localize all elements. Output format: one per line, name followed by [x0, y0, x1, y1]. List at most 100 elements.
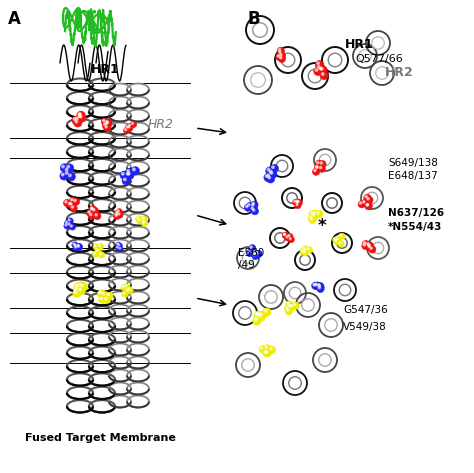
- Circle shape: [92, 251, 99, 257]
- Circle shape: [100, 291, 102, 293]
- Circle shape: [89, 207, 97, 214]
- Circle shape: [319, 160, 326, 168]
- Circle shape: [91, 208, 93, 210]
- Circle shape: [251, 208, 258, 215]
- Circle shape: [248, 204, 250, 206]
- Circle shape: [97, 244, 103, 250]
- Circle shape: [339, 233, 345, 239]
- Circle shape: [364, 242, 366, 244]
- Circle shape: [125, 129, 127, 131]
- Circle shape: [318, 284, 320, 286]
- Circle shape: [283, 234, 285, 236]
- Circle shape: [102, 120, 105, 122]
- Text: S649/138: S649/138: [388, 158, 438, 168]
- Circle shape: [99, 245, 100, 246]
- Circle shape: [334, 238, 340, 245]
- Circle shape: [308, 248, 310, 250]
- Circle shape: [65, 224, 67, 226]
- Circle shape: [69, 174, 71, 177]
- Circle shape: [368, 245, 370, 247]
- Circle shape: [265, 173, 274, 181]
- Circle shape: [254, 253, 256, 255]
- Circle shape: [303, 251, 305, 253]
- Circle shape: [74, 244, 76, 246]
- Circle shape: [67, 173, 75, 181]
- Circle shape: [73, 245, 80, 251]
- Circle shape: [318, 165, 326, 172]
- Circle shape: [264, 309, 267, 312]
- Circle shape: [259, 346, 266, 353]
- Circle shape: [319, 66, 327, 74]
- Circle shape: [315, 69, 318, 71]
- Circle shape: [68, 202, 71, 205]
- Circle shape: [366, 204, 368, 206]
- Circle shape: [265, 351, 267, 353]
- Circle shape: [321, 73, 324, 75]
- Circle shape: [70, 203, 72, 205]
- Circle shape: [264, 345, 271, 352]
- Circle shape: [67, 201, 74, 209]
- Circle shape: [79, 288, 82, 290]
- Circle shape: [264, 350, 271, 357]
- Circle shape: [107, 294, 109, 296]
- Circle shape: [118, 213, 120, 215]
- Circle shape: [315, 160, 322, 167]
- Circle shape: [93, 209, 95, 211]
- Circle shape: [78, 113, 81, 115]
- Circle shape: [128, 123, 134, 129]
- Circle shape: [294, 201, 296, 202]
- Circle shape: [284, 305, 292, 313]
- Circle shape: [314, 169, 316, 172]
- Circle shape: [315, 61, 324, 69]
- Circle shape: [315, 283, 318, 286]
- Circle shape: [106, 292, 113, 299]
- Circle shape: [267, 168, 270, 171]
- Circle shape: [76, 244, 82, 251]
- Circle shape: [105, 120, 112, 127]
- Text: HR1: HR1: [345, 38, 374, 51]
- Circle shape: [121, 173, 124, 175]
- Circle shape: [292, 302, 300, 309]
- Circle shape: [288, 236, 294, 243]
- Circle shape: [333, 237, 339, 243]
- Circle shape: [79, 283, 81, 286]
- Circle shape: [301, 246, 308, 252]
- Circle shape: [316, 166, 318, 168]
- Circle shape: [141, 220, 147, 227]
- Circle shape: [253, 209, 255, 211]
- Circle shape: [116, 246, 118, 248]
- Circle shape: [62, 165, 64, 168]
- Circle shape: [65, 201, 67, 203]
- Circle shape: [103, 121, 111, 129]
- Circle shape: [74, 200, 76, 201]
- Circle shape: [127, 125, 133, 131]
- Circle shape: [278, 48, 281, 51]
- Circle shape: [64, 223, 70, 229]
- Circle shape: [78, 114, 86, 122]
- Circle shape: [278, 53, 286, 60]
- Circle shape: [138, 219, 140, 221]
- Circle shape: [263, 308, 271, 316]
- Circle shape: [115, 213, 118, 215]
- Circle shape: [250, 206, 257, 213]
- Circle shape: [286, 301, 293, 308]
- Circle shape: [126, 168, 134, 176]
- Circle shape: [365, 202, 372, 210]
- Circle shape: [72, 206, 73, 208]
- Circle shape: [136, 216, 142, 222]
- Circle shape: [287, 303, 295, 311]
- Circle shape: [316, 166, 318, 168]
- Text: Q577/66: Q577/66: [355, 54, 403, 64]
- Circle shape: [91, 207, 93, 209]
- Circle shape: [292, 199, 299, 205]
- Circle shape: [103, 293, 105, 295]
- Circle shape: [130, 121, 137, 128]
- Circle shape: [64, 199, 71, 207]
- Circle shape: [104, 123, 106, 125]
- Circle shape: [276, 53, 283, 61]
- Circle shape: [116, 242, 121, 247]
- Text: A: A: [8, 10, 21, 28]
- Circle shape: [266, 167, 274, 175]
- Circle shape: [114, 212, 120, 218]
- Circle shape: [311, 210, 319, 218]
